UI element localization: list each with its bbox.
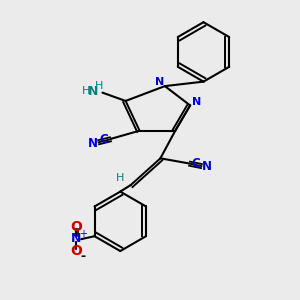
Text: N: N <box>70 232 81 245</box>
Text: N: N <box>192 98 201 107</box>
Text: C: C <box>192 157 200 169</box>
Text: -: - <box>80 250 85 262</box>
Text: C: C <box>100 133 108 146</box>
Text: N: N <box>155 76 164 87</box>
Text: O: O <box>70 244 82 258</box>
Text: H: H <box>82 85 90 96</box>
Text: H: H <box>116 172 124 183</box>
Text: H: H <box>94 80 103 91</box>
Text: N: N <box>88 137 98 150</box>
Text: +: + <box>79 229 87 239</box>
Text: O: O <box>70 220 82 234</box>
Text: N: N <box>88 85 99 98</box>
Text: N: N <box>202 160 212 173</box>
